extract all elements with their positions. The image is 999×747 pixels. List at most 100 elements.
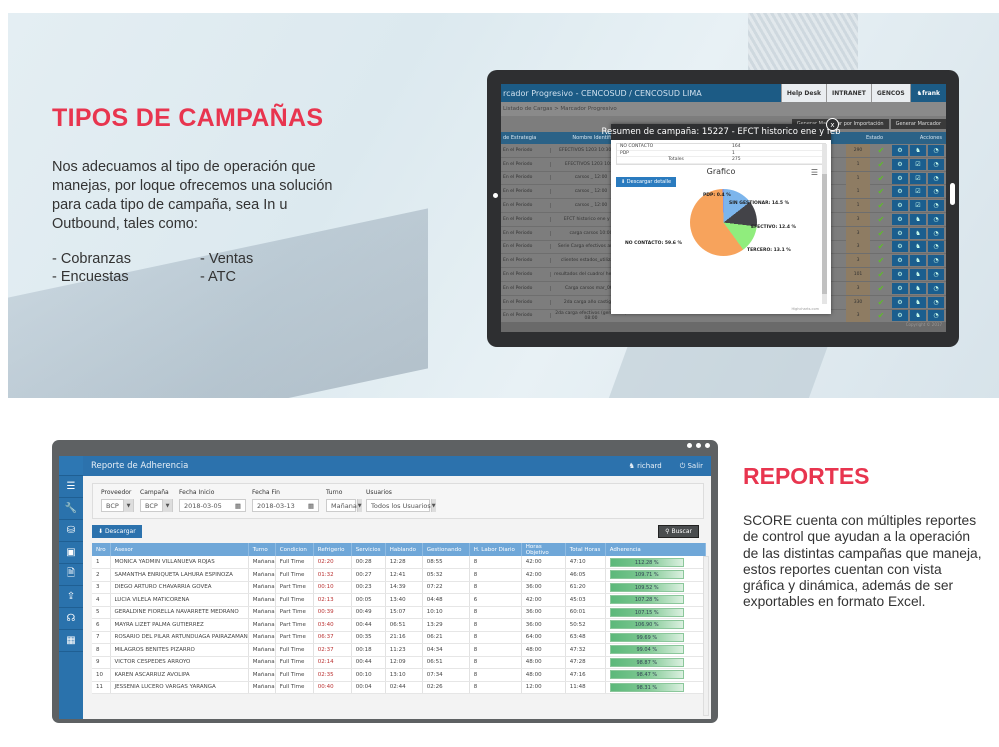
chart-button[interactable]: ◔	[928, 172, 944, 184]
pie-chart[interactable]	[690, 189, 757, 256]
user-button[interactable]: ♞	[910, 241, 926, 253]
user-button[interactable]: ♞	[910, 282, 926, 294]
turno-select[interactable]: Mañana ▼	[326, 499, 362, 512]
check-icon: ✔	[877, 145, 885, 155]
user-button[interactable]: ♞	[910, 296, 926, 308]
upload-icon[interactable]: ⇪	[59, 586, 83, 608]
generate-marker-button[interactable]: Generar Marcador	[890, 119, 946, 129]
document-icon[interactable]: 🗎	[59, 564, 83, 586]
grid-icon[interactable]: ▦	[59, 630, 83, 652]
check-icon: ✔	[877, 173, 885, 183]
user-button[interactable]: ♞	[910, 213, 926, 225]
chart-button[interactable]: ◔	[928, 227, 944, 239]
settings-button[interactable]: ⚙	[892, 310, 908, 322]
headset-icon[interactable]: ☊	[59, 608, 83, 630]
report-app: ☰ 🔧 ⛁ ▣ 🗎 ⇪ ☊ ▦ Reporte de Adherencia ♞ …	[59, 456, 711, 719]
reports-description: SCORE cuenta con múltiples reportes de c…	[743, 513, 982, 610]
column-header[interactable]: Hablando	[385, 543, 423, 556]
table-scrollbar[interactable]	[703, 556, 709, 716]
chart-button[interactable]: ◔	[928, 158, 944, 170]
advance-button[interactable]: ☑	[910, 158, 926, 170]
user-button[interactable]: ♞	[910, 144, 926, 156]
table-row: 1 MONICA YADMIN VILLANUEVA ROJAS Mañana Ful…	[92, 556, 707, 569]
user-name: richard	[637, 462, 662, 470]
column-header[interactable]: Total Horas	[565, 543, 606, 556]
sidebar: ☰ 🔧 ⛁ ▣ 🗎 ⇪ ☊ ▦	[59, 456, 83, 719]
hamburger-menu-icon[interactable]: ☰	[810, 168, 818, 177]
settings-button[interactable]: ⚙	[892, 172, 908, 184]
column-header[interactable]: Gestionando	[422, 543, 470, 556]
column-header[interactable]: Adherencia	[605, 543, 707, 556]
chart-button[interactable]: ◔	[928, 269, 944, 281]
contact-book-icon[interactable]: ▣	[59, 542, 83, 564]
settings-button[interactable]: ⚙	[892, 282, 908, 294]
wrench-icon[interactable]: 🔧	[59, 498, 83, 520]
fecha-inicio-input[interactable]: 2018-03-05 ▦	[179, 499, 246, 512]
proveedor-select[interactable]: BCP ▼	[101, 499, 134, 512]
chart-button[interactable]: ◔	[928, 200, 944, 212]
chart-button[interactable]: ◔	[928, 213, 944, 225]
user-button[interactable]: ♞	[910, 269, 926, 281]
helpdesk-button[interactable]: Help Desk	[780, 84, 827, 102]
chart-button[interactable]: ◔	[928, 241, 944, 253]
table-row: 11 JESSENIA LUCERO VARGAS YARANGA Mañana Fu…	[92, 681, 707, 694]
pie-label: EFECTIVO: 12.4 %	[751, 225, 797, 230]
settings-button[interactable]: ⚙	[892, 186, 908, 198]
column-header[interactable]: Nro	[92, 543, 111, 556]
intranet-button[interactable]: INTRANET	[826, 84, 871, 102]
chevron-down-icon: ▼	[162, 499, 172, 512]
chart-button[interactable]: ◔	[928, 255, 944, 267]
user-button[interactable]: ♞	[910, 310, 926, 322]
settings-button[interactable]: ⚙	[892, 200, 908, 212]
download-label: Descargar detalle	[626, 178, 672, 185]
user-button[interactable]: ♞	[910, 255, 926, 267]
menu-icon[interactable]: ☰	[59, 476, 83, 498]
user-menu[interactable]: ♞ richard	[628, 462, 662, 470]
database-icon[interactable]: ⛁	[59, 520, 83, 542]
column-header[interactable]: Horas Objetivo	[521, 543, 566, 556]
import-marker-button[interactable]: Generar Marcador por Importación	[791, 119, 889, 129]
chart-button[interactable]: ◔	[928, 296, 944, 308]
column-header[interactable]: H. Labor Diario	[469, 543, 522, 556]
modal-scrollbar[interactable]	[822, 144, 827, 304]
column-header[interactable]: Asesor	[110, 543, 249, 556]
campana-select[interactable]: BCP ▼	[140, 499, 173, 512]
settings-button[interactable]: ⚙	[892, 241, 908, 253]
chart-button[interactable]: ◔	[928, 310, 944, 322]
filter-proveedor: Proveedor BCP ▼	[101, 489, 134, 512]
settings-button[interactable]: ⚙	[892, 213, 908, 225]
usuarios-select[interactable]: Todos los Usuarios ▼	[366, 499, 436, 512]
user-button[interactable]: ♞	[910, 227, 926, 239]
logout-button[interactable]: ⏻ Salir	[679, 461, 703, 470]
download-button[interactable]: ⬇ Descargar	[92, 525, 142, 538]
adherence-bar: 99.69 %	[609, 632, 684, 642]
chart-button[interactable]: ◔	[928, 144, 944, 156]
summary-row: Totales 275	[617, 157, 825, 164]
chart-button[interactable]: ◔	[928, 186, 944, 198]
advance-button[interactable]: ☑	[910, 200, 926, 212]
settings-button[interactable]: ⚙	[892, 296, 908, 308]
download-detail-button[interactable]: ⬇ Descargar detalle	[616, 176, 677, 187]
user-menu[interactable]: ♞ frank	[909, 84, 946, 102]
settings-button[interactable]: ⚙	[892, 144, 908, 156]
column-header[interactable]: Turno	[248, 543, 276, 556]
advance-button[interactable]: ☑	[910, 172, 926, 184]
advance-button[interactable]: ☑	[910, 186, 926, 198]
settings-button[interactable]: ⚙	[892, 255, 908, 267]
table-row: 5 GERALDINE FIORELLA NAVARRETE MEDRANO Mañ…	[92, 606, 707, 619]
column-header[interactable]: Servicios	[351, 543, 386, 556]
column-header[interactable]: Refrigerio	[313, 543, 352, 556]
search-button[interactable]: ⚲ Buscar	[658, 525, 699, 538]
table-row: 7 ROSARIO DEL PILAR ARTUNDUAGA PAIRAZAMAN…	[92, 631, 707, 644]
chart-button[interactable]: ◔	[928, 282, 944, 294]
report-window: ☰ 🔧 ⛁ ▣ 🗎 ⇪ ☊ ▦ Reporte de Adherencia ♞ …	[52, 440, 718, 723]
check-icon: ✔	[877, 214, 885, 224]
fecha-fin-input[interactable]: 2018-03-13 ▦	[252, 499, 319, 512]
column-header[interactable]: Condicion	[275, 543, 314, 556]
filter-panel: Proveedor BCP ▼ Campaña BCP ▼ Fecha Inicio…	[92, 483, 704, 519]
gencos-logo[interactable]: GENCOS	[870, 84, 910, 102]
close-icon[interactable]: x	[826, 118, 839, 131]
settings-button[interactable]: ⚙	[892, 227, 908, 239]
settings-button[interactable]: ⚙	[892, 269, 908, 281]
settings-button[interactable]: ⚙	[892, 158, 908, 170]
